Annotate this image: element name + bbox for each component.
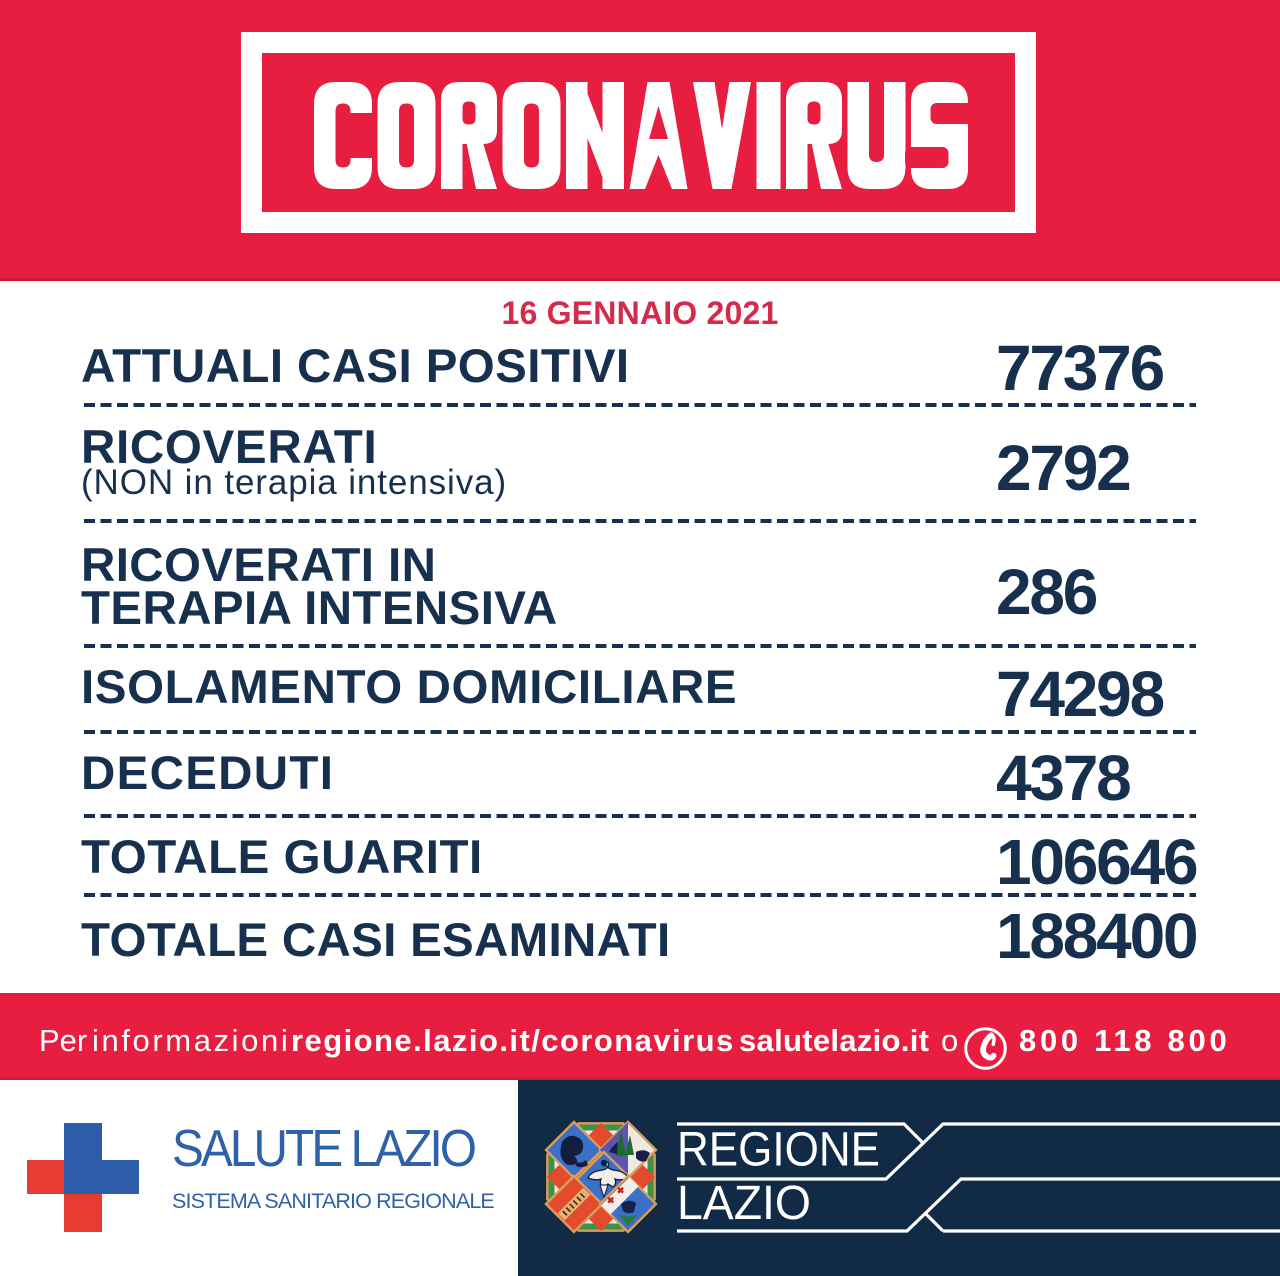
svg-text:REGIONE: REGIONE xyxy=(677,1124,880,1177)
svg-text:LAZIO: LAZIO xyxy=(677,1177,811,1230)
